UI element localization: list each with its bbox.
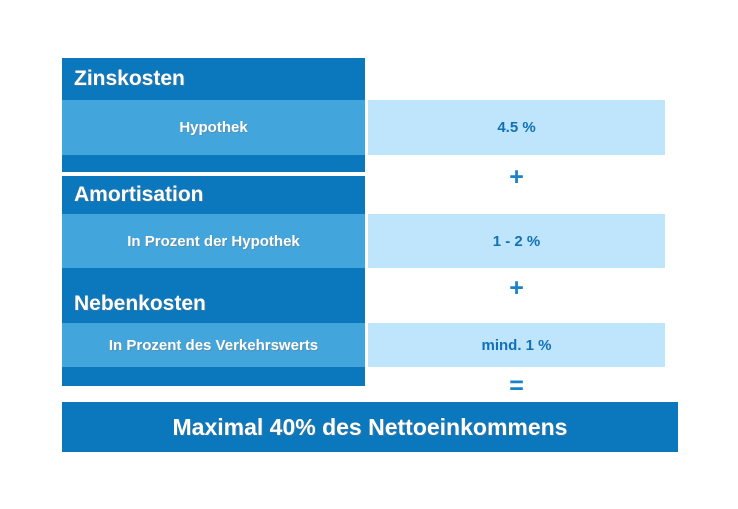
operator-equals-icon: = xyxy=(509,371,524,400)
category-header-amortisation: Amortisation xyxy=(62,176,365,214)
category-footer-bar-zinskosten xyxy=(62,155,365,172)
category-header-zinskosten: Zinskosten xyxy=(62,58,365,100)
category-footer-bar-amortisation xyxy=(62,268,365,285)
operator-plus-icon-2: + xyxy=(509,273,524,302)
value-zinskosten: 4.5 % xyxy=(368,100,665,155)
operator-plus-icon-1: + xyxy=(509,162,524,191)
category-label-in-prozent-des-verkehrswerts: In Prozent des Verkehrswerts xyxy=(62,323,365,367)
value-nebenkosten: mind. 1 % xyxy=(368,323,665,367)
result-bar-maximal-nettoeinkommen: Maximal 40% des Nettoeinkommens xyxy=(62,402,678,452)
category-footer-bar-nebenkosten xyxy=(62,367,365,386)
category-label-hypothek: Hypothek xyxy=(62,100,365,155)
value-amortisation: 1 - 2 % xyxy=(368,214,665,268)
category-label-in-prozent-der-hypothek: In Prozent der Hypothek xyxy=(62,214,365,268)
category-header-nebenkosten: Nebenkosten xyxy=(62,285,365,323)
